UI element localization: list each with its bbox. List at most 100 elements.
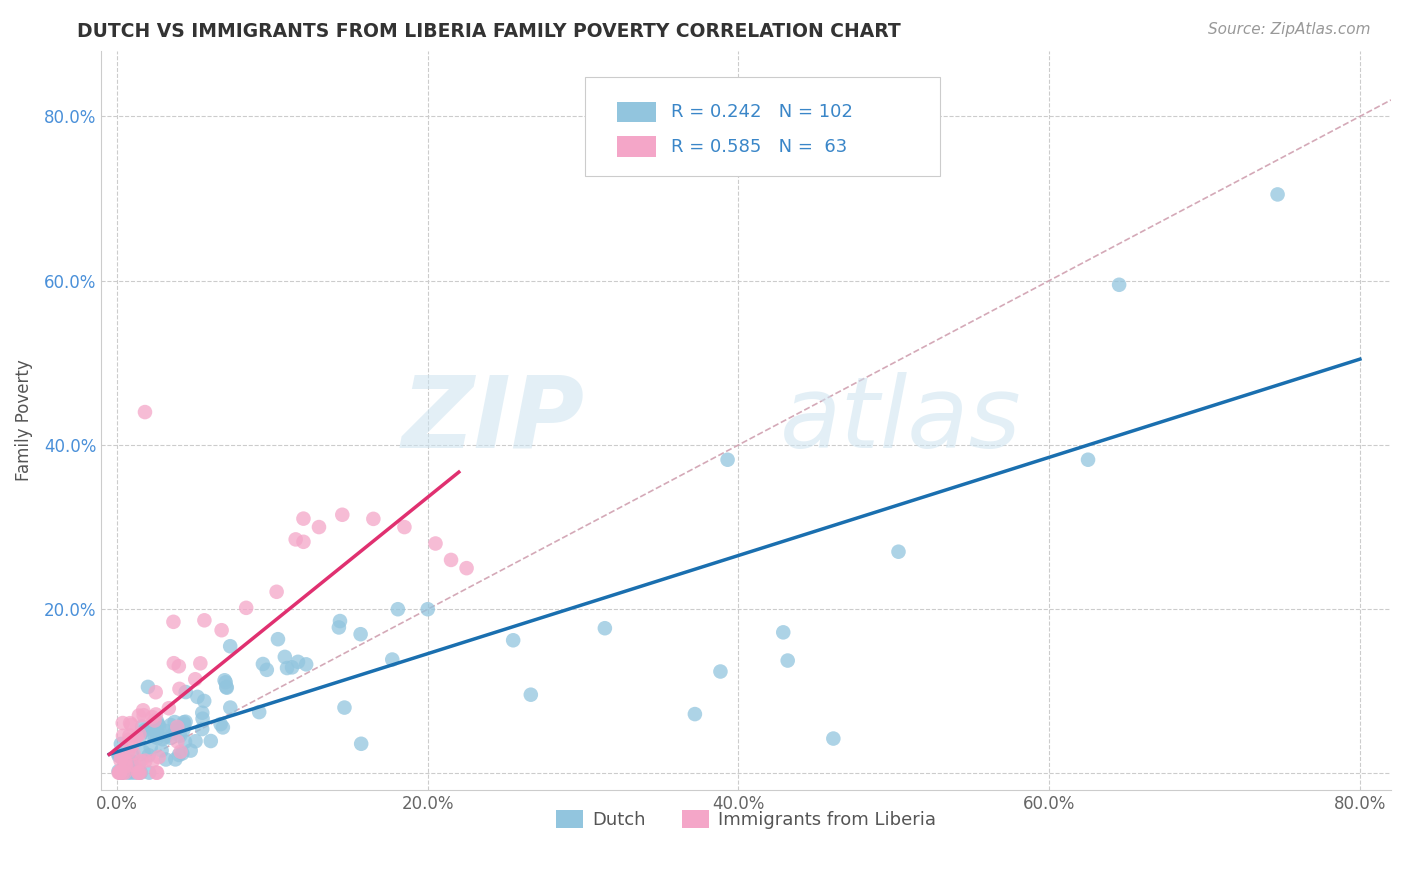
Point [247, 705, 270, 719]
Point [163, 726, 186, 740]
Point [129, 765, 152, 780]
Point [134, 723, 156, 737]
FancyBboxPatch shape [585, 77, 939, 177]
Point [121, 747, 143, 762]
Point [295, 657, 318, 672]
Point [148, 750, 170, 764]
Point [131, 720, 153, 734]
Point [141, 754, 163, 768]
Point [125, 730, 148, 744]
Text: DUTCH VS IMMIGRANTS FROM LIBERIA FAMILY POVERTY CORRELATION CHART: DUTCH VS IMMIGRANTS FROM LIBERIA FAMILY … [77, 22, 901, 41]
Point [350, 737, 373, 751]
Point [252, 657, 274, 671]
Point [114, 765, 136, 780]
Point [159, 718, 181, 732]
Point [823, 731, 845, 746]
Bar [617, 136, 657, 157]
Point [333, 700, 356, 714]
Point [163, 714, 186, 729]
Point [107, 765, 129, 780]
Point [111, 729, 134, 743]
Point [328, 620, 350, 634]
Point [136, 680, 159, 694]
Point [157, 701, 180, 715]
Point [138, 748, 160, 763]
Point [129, 754, 152, 768]
Point [520, 688, 543, 702]
Point [593, 621, 616, 635]
Point [235, 600, 257, 615]
Point [107, 748, 129, 763]
Point [117, 765, 139, 780]
Point [124, 758, 146, 772]
Point [308, 520, 330, 534]
Point [209, 717, 232, 731]
Point [169, 745, 191, 759]
Point [114, 757, 136, 772]
Point [118, 732, 141, 747]
Point [128, 765, 150, 780]
Point [108, 765, 131, 780]
Point [167, 747, 190, 762]
Point [118, 716, 141, 731]
Point [276, 661, 298, 675]
Point [110, 750, 132, 764]
Point [141, 710, 163, 724]
Point [110, 737, 132, 751]
Point [166, 720, 188, 734]
Point [416, 602, 439, 616]
Point [138, 726, 160, 740]
Point [114, 756, 136, 771]
Point [122, 758, 145, 772]
Point [148, 719, 170, 733]
Text: ZIP: ZIP [402, 372, 585, 469]
Point [132, 703, 155, 717]
Legend: Dutch, Immigrants from Liberia: Dutch, Immigrants from Liberia [550, 803, 943, 837]
Point [174, 714, 197, 729]
Point [266, 584, 288, 599]
Point [219, 639, 242, 653]
Point [163, 656, 186, 670]
Point [212, 720, 235, 734]
Point [387, 602, 409, 616]
Point [776, 654, 799, 668]
Point [143, 714, 166, 728]
Point [184, 734, 207, 748]
Point [115, 759, 138, 773]
Point [110, 754, 132, 768]
Point [108, 765, 131, 780]
Point [169, 729, 191, 743]
Point [211, 624, 233, 638]
Point [186, 690, 208, 704]
Point [188, 657, 211, 671]
Point [1077, 452, 1099, 467]
Point [114, 753, 136, 767]
Point [120, 765, 142, 780]
Point [143, 729, 166, 743]
Point [128, 756, 150, 770]
Point [145, 685, 167, 699]
Point [150, 743, 173, 757]
Point [887, 545, 910, 559]
Point [284, 533, 307, 547]
Point [215, 675, 238, 690]
Point [111, 765, 134, 780]
Point [256, 663, 278, 677]
Point [215, 681, 238, 695]
Point [152, 732, 174, 747]
Point [1267, 187, 1289, 202]
Point [219, 700, 242, 714]
Text: R = 0.585   N =  63: R = 0.585 N = 63 [672, 137, 848, 156]
Point [191, 722, 214, 736]
Point [121, 739, 143, 753]
Point [110, 765, 132, 780]
Point [162, 615, 184, 629]
Point [172, 723, 194, 738]
Point [118, 729, 141, 743]
Point [115, 753, 138, 767]
Point [287, 655, 309, 669]
Point [146, 724, 169, 739]
Point [683, 707, 706, 722]
Point [274, 649, 297, 664]
Point [155, 752, 177, 766]
